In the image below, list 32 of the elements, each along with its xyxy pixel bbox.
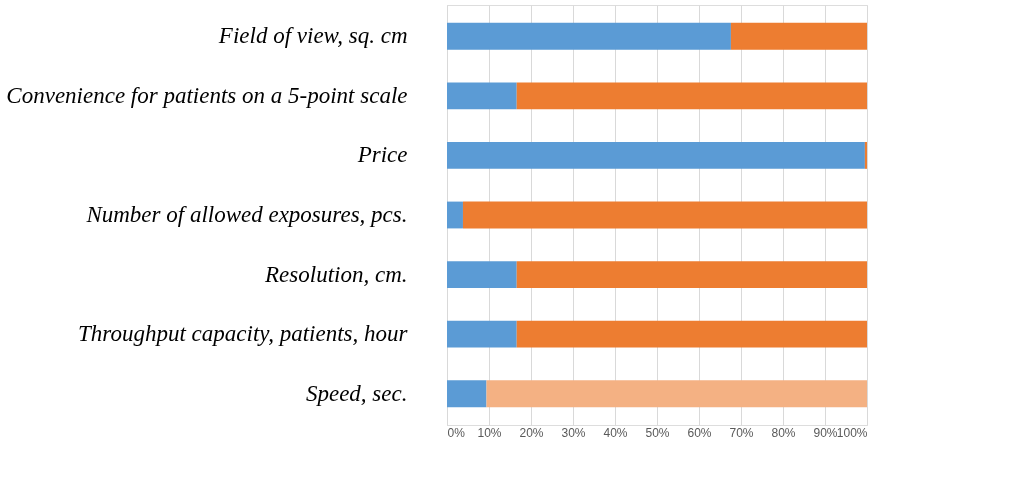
y-tick-label: Convenience for patients on a 5-point scale xyxy=(6,82,408,108)
x-tick-label: 70% xyxy=(729,425,754,440)
x-tick-label: 50% xyxy=(645,425,670,440)
y-tick-label: Resolution, cm. xyxy=(264,261,408,287)
bar xyxy=(516,82,867,110)
bar xyxy=(864,142,867,169)
bar xyxy=(447,261,517,288)
x-tick-label: 20% xyxy=(519,425,544,440)
x-tick-label: 90% xyxy=(813,425,838,440)
bar xyxy=(486,380,867,408)
x-tick-label: 60% xyxy=(687,425,712,440)
bar xyxy=(730,22,867,50)
bar xyxy=(447,320,517,348)
bar xyxy=(516,320,867,348)
y-tick-label: Number of allowed exposures, pcs. xyxy=(85,202,408,227)
bar xyxy=(462,201,867,229)
bar xyxy=(447,380,487,408)
x-tick-label: 10% xyxy=(477,425,502,440)
x-tick-label: 100% xyxy=(836,425,868,440)
x-tick-label: 40% xyxy=(603,425,628,440)
bar xyxy=(447,82,517,110)
y-tick-label: Price xyxy=(356,142,408,168)
y-tick-label: Throughput capacity, patients, hour xyxy=(78,321,409,347)
bar xyxy=(516,261,867,288)
x-tick-label: 0% xyxy=(447,425,466,440)
bar xyxy=(447,201,463,229)
bar xyxy=(447,22,731,50)
x-tick-label: 80% xyxy=(771,425,796,440)
y-tick-label: Speed, sec. xyxy=(305,380,408,406)
y-tick-label: Field of view, sq. cm xyxy=(217,23,408,49)
bar xyxy=(447,142,865,169)
x-tick-label: 30% xyxy=(561,425,586,440)
